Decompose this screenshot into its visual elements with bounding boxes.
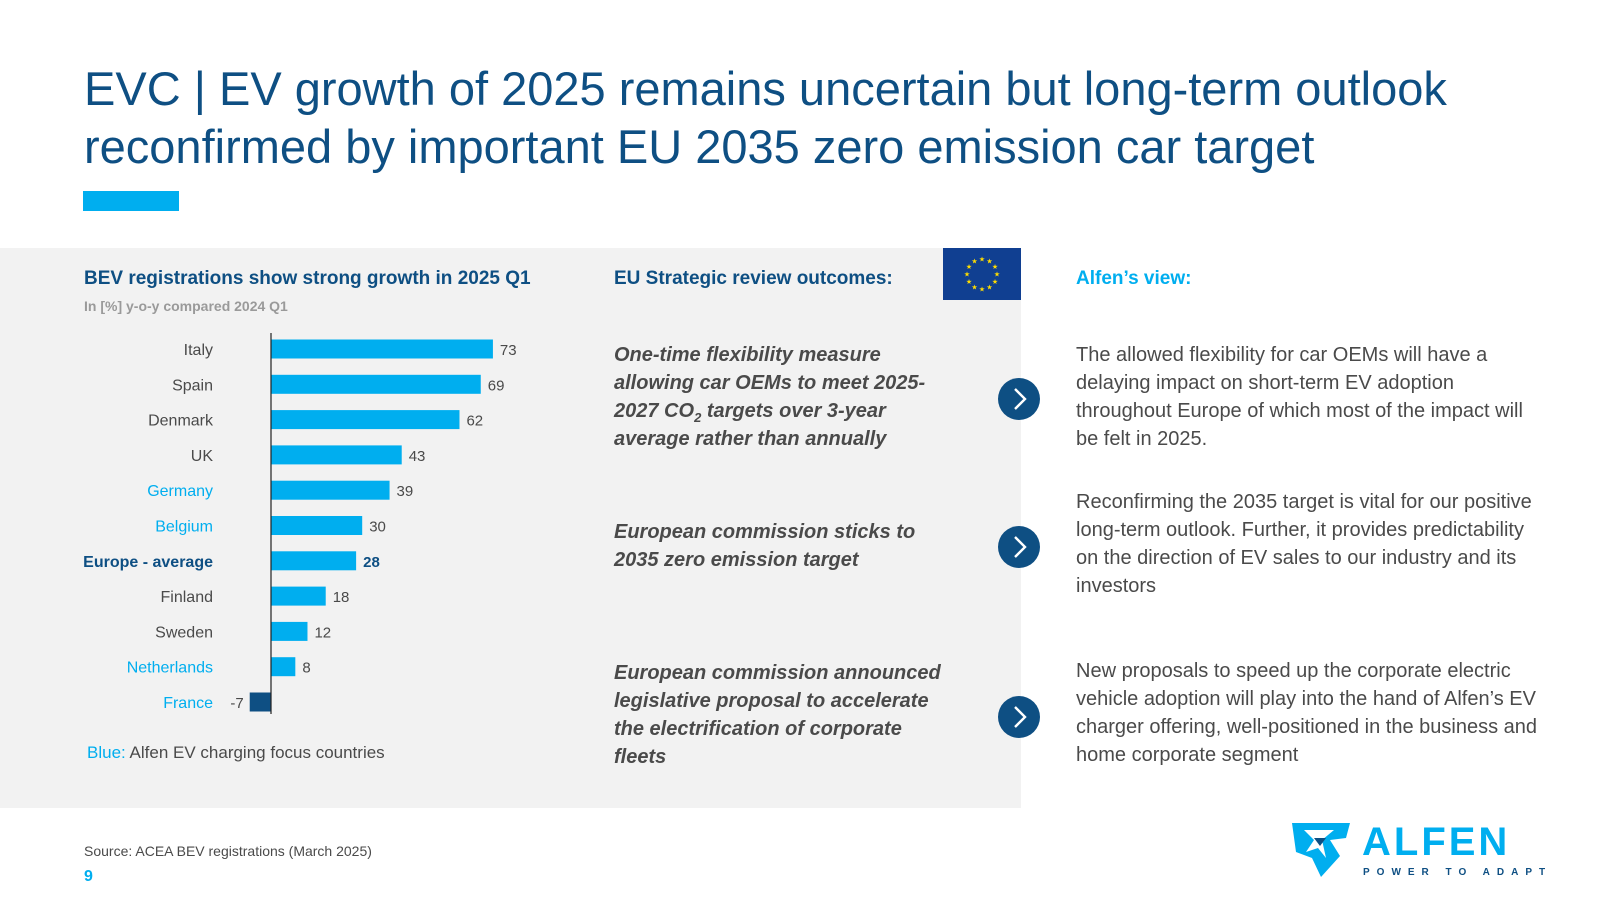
grey-panel: [0, 248, 1021, 808]
outcome-2035-target: European commission sticks to 2035 zero …: [614, 521, 916, 571]
bar: [271, 621, 308, 641]
star-icon: ★: [971, 258, 977, 266]
alfen-view-1: The allowed flexibility for car OEMs wil…: [1076, 344, 1523, 450]
star-icon: ★: [979, 256, 985, 264]
data-label: 43: [409, 448, 426, 465]
outcome-1-tail: targets over 3-year average rather than …: [614, 400, 887, 450]
bar: [249, 692, 271, 712]
eu-flag-icon: ★ ★ ★ ★ ★ ★ ★ ★ ★ ★ ★ ★: [943, 248, 1021, 300]
bev-growth-bar-chart: Italy 73 Spain 69 Denmark 62 UK 43 Germany 39 Belg…: [83, 333, 517, 714]
bar: [271, 516, 363, 535]
category-label: Netherlands: [127, 660, 213, 677]
chart-title: BEV registrations show strong growth in …: [84, 268, 531, 289]
data-label: 30: [369, 519, 386, 536]
category-label: Germany: [147, 483, 213, 500]
logo-tagline: POWER TO ADAPT: [1363, 867, 1553, 878]
data-label: 62: [466, 413, 483, 430]
outcome-1-subscript: 2: [694, 410, 702, 425]
data-label: 18: [333, 589, 350, 606]
logo-wordmark: ALFEN: [1362, 820, 1511, 864]
bar: [271, 339, 493, 359]
data-label: 39: [397, 483, 414, 500]
category-label: Sweden: [155, 624, 213, 641]
bar: [271, 480, 390, 500]
eu-outcomes-title: EU Strategic review outcomes:: [614, 268, 893, 289]
star-icon: ★: [979, 286, 985, 294]
bar: [271, 374, 481, 394]
chevron-right-icon: [998, 696, 1040, 738]
chart-legend: Blue: Alfen EV charging focus countries: [87, 743, 385, 763]
category-label: UK: [191, 448, 214, 465]
title-line-2: reconfirmed by important EU 2035 zero em…: [84, 120, 1315, 173]
data-label: 12: [314, 624, 331, 641]
category-label: Europe - average: [83, 554, 213, 571]
outcome-corporate-fleets: European commission announced legislativ…: [614, 662, 941, 768]
legend-key: Blue:: [87, 743, 126, 762]
star-icon: ★: [966, 278, 972, 286]
chevron-right-icon: [998, 378, 1040, 420]
outcome-1-text: One-time flexibility measure allowing ca…: [614, 344, 926, 422]
alfen-view-3: New proposals to speed up the corporate …: [1076, 660, 1538, 766]
star-icon: ★: [992, 278, 998, 286]
data-label: -7: [230, 695, 243, 712]
category-label: Finland: [161, 589, 213, 606]
data-label: 28: [363, 554, 380, 571]
category-label: Denmark: [148, 413, 214, 430]
chevron-right-icon: [998, 526, 1040, 568]
bar: [271, 657, 296, 677]
category-label: France: [163, 695, 213, 712]
bar: [271, 410, 460, 430]
star-icon: ★: [992, 263, 998, 271]
star-icon: ★: [966, 263, 972, 271]
category-label: Italy: [184, 342, 213, 359]
alfen-view-title: Alfen’s view:: [1076, 268, 1192, 289]
legend-text: Alfen EV charging focus countries: [125, 743, 385, 762]
star-icon: ★: [986, 258, 992, 266]
page-number: 9: [84, 868, 93, 885]
alfen-logo: ALFEN POWER TO ADAPT: [1290, 818, 1545, 882]
star-icon: ★: [986, 283, 992, 291]
title-accent-bar: [83, 191, 179, 211]
chart-subtitle: In [%] y-o-y compared 2024 Q1: [84, 298, 288, 314]
outcome-flexibility-measure: One-time flexibility measure allowing ca…: [614, 341, 949, 453]
star-icon: ★: [994, 271, 1000, 279]
data-label: 8: [302, 660, 310, 677]
page-title: EVC | EV growth of 2025 remains uncertai…: [84, 60, 1564, 176]
category-label: Belgium: [155, 519, 213, 536]
star-icon: ★: [971, 283, 977, 291]
alfen-star-icon: [1292, 823, 1350, 877]
title-line-1: EVC | EV growth of 2025 remains uncertai…: [84, 62, 1447, 115]
source-note: Source: ACEA BEV registrations (March 20…: [84, 843, 372, 859]
bar: [271, 551, 357, 571]
data-label: 73: [500, 342, 517, 359]
data-label: 69: [488, 377, 505, 394]
bar: [271, 445, 402, 465]
bar: [271, 586, 326, 606]
alfen-view-2: Reconfirming the 2035 target is vital fo…: [1076, 491, 1532, 597]
category-label: Spain: [172, 377, 213, 394]
star-icon: ★: [964, 271, 970, 279]
